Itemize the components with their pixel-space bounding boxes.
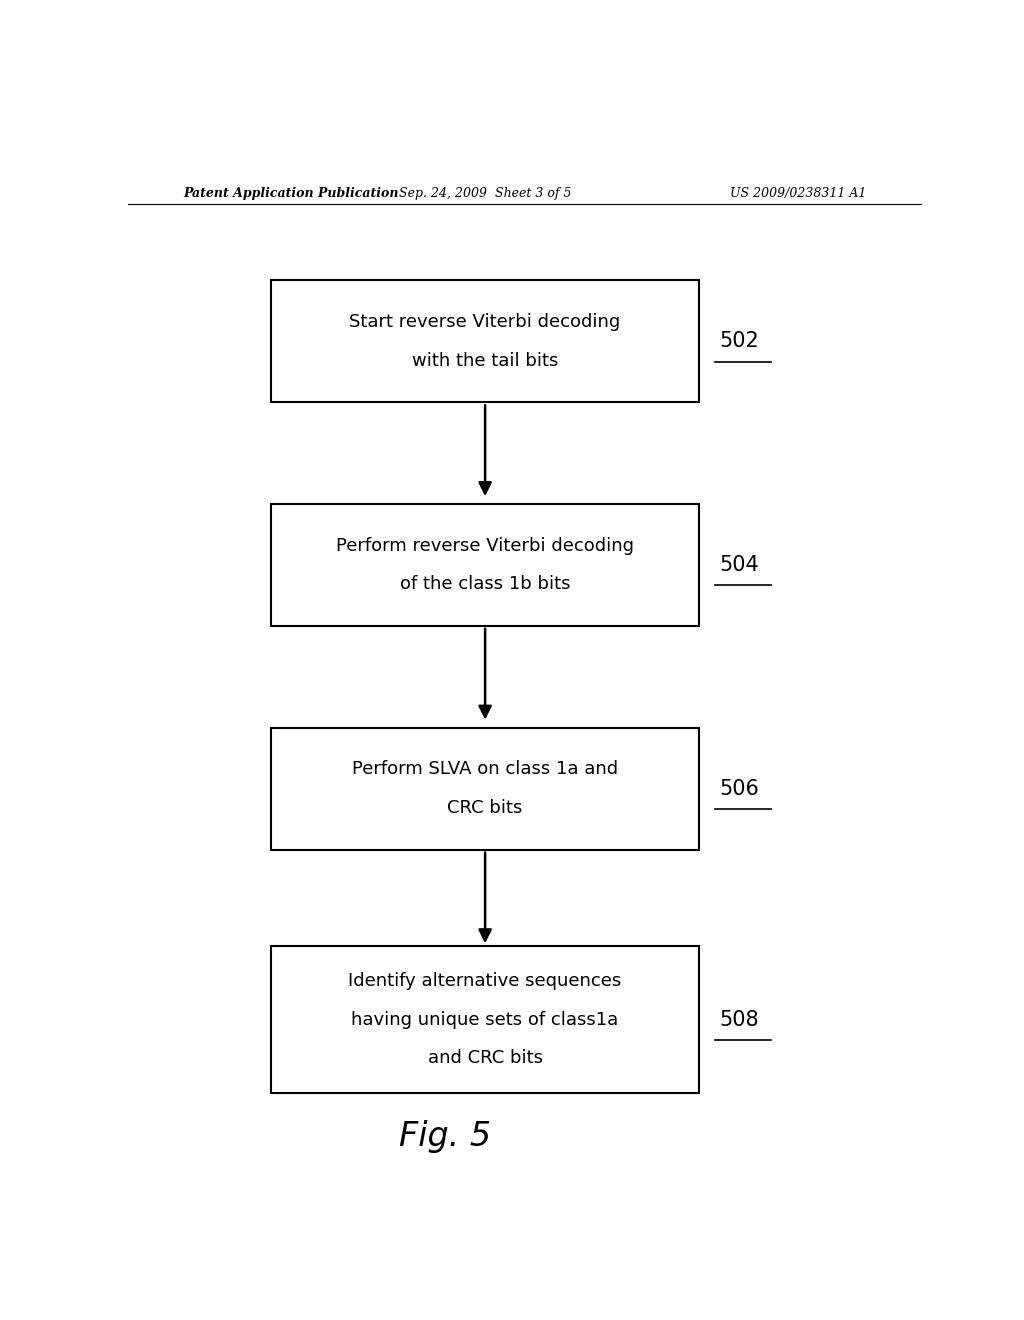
Bar — [270, 727, 699, 850]
Text: Sep. 24, 2009  Sheet 3 of 5: Sep. 24, 2009 Sheet 3 of 5 — [399, 187, 571, 201]
Text: US 2009/0238311 A1: US 2009/0238311 A1 — [730, 187, 866, 201]
Text: of the class 1b bits: of the class 1b bits — [399, 576, 570, 593]
Bar — [270, 504, 699, 626]
Text: with the tail bits: with the tail bits — [412, 351, 558, 370]
Text: Patent Application Publication: Patent Application Publication — [183, 187, 399, 201]
Text: and CRC bits: and CRC bits — [428, 1049, 543, 1068]
Text: having unique sets of class1a: having unique sets of class1a — [351, 1011, 618, 1028]
Text: Fig. 5: Fig. 5 — [399, 1119, 492, 1152]
Text: Perform reverse Viterbi decoding: Perform reverse Viterbi decoding — [336, 537, 634, 554]
Text: Identify alternative sequences: Identify alternative sequences — [348, 972, 622, 990]
Text: Start reverse Viterbi decoding: Start reverse Viterbi decoding — [349, 313, 621, 331]
Bar — [270, 946, 699, 1093]
Text: Perform SLVA on class 1a and: Perform SLVA on class 1a and — [352, 760, 618, 779]
Text: 502: 502 — [719, 331, 759, 351]
Text: 504: 504 — [719, 554, 759, 576]
Bar — [270, 280, 699, 403]
Text: CRC bits: CRC bits — [447, 799, 523, 817]
Text: 508: 508 — [719, 1010, 759, 1030]
Text: 506: 506 — [719, 779, 759, 799]
